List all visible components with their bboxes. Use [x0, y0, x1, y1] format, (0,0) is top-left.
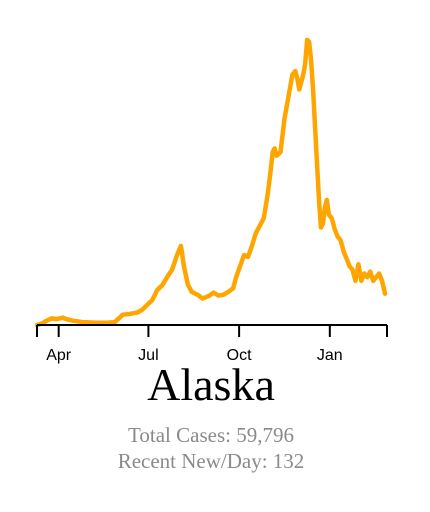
- x-tick-label-jan: Jan: [317, 347, 343, 364]
- chart-title: Alaska: [147, 359, 275, 410]
- x-tick-label-apr: Apr: [46, 347, 72, 364]
- series-line-cases: [34, 37, 388, 328]
- plot-area: [34, 37, 388, 328]
- x-tick-label-jul: Jul: [138, 347, 158, 364]
- x-axis: Apr Jul Oct Jan: [36, 324, 388, 364]
- x-tick-label-oct: Oct: [227, 347, 252, 364]
- recent-new-per-day-text: Recent New/Day: 132: [118, 449, 305, 473]
- total-cases-text: Total Cases: 59,796: [128, 423, 294, 447]
